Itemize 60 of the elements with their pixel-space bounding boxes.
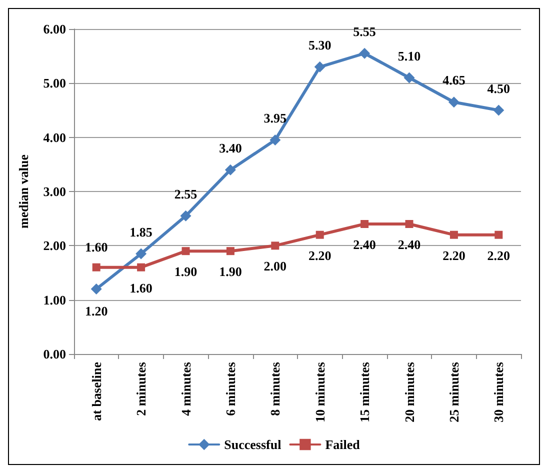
x-tick-label: at baseline (88, 362, 104, 421)
x-tick-label: 30 minutes (491, 362, 506, 422)
data-label: 2.20 (487, 248, 510, 263)
point (493, 104, 504, 116)
point (448, 96, 460, 108)
point (136, 248, 147, 260)
data-label: 4.65 (442, 72, 466, 88)
data-label: 1.60 (130, 280, 152, 296)
data-label: 2.55 (174, 186, 198, 202)
x-tick-label: 6 minutes (222, 362, 238, 416)
point (314, 61, 326, 72)
x-tick-label: 15 minutes (357, 362, 372, 422)
data-label: 1.20 (84, 304, 108, 318)
y-tick-label: 1.00 (43, 292, 66, 308)
point (182, 247, 190, 256)
data-label: 2.20 (308, 248, 332, 263)
point (224, 164, 236, 176)
point (271, 242, 280, 250)
y-axis-title: median value (16, 154, 31, 229)
x-tick-label: 25 minutes (446, 362, 462, 422)
point (405, 220, 414, 228)
point (180, 210, 192, 222)
point (404, 72, 415, 84)
point (137, 263, 146, 272)
data-label: 2.20 (442, 248, 466, 263)
x-tick-label: 20 minutes (402, 362, 417, 422)
point (359, 48, 370, 59)
data-label: 5.10 (398, 48, 421, 64)
y-tick-label: 4.00 (43, 130, 66, 145)
point (450, 230, 458, 239)
data-label: 2.00 (264, 258, 287, 274)
data-label: 2.40 (353, 237, 376, 252)
point (270, 134, 281, 146)
data-label: 3.40 (219, 140, 242, 156)
point (360, 220, 369, 228)
data-label: 5.30 (308, 37, 332, 52)
point (316, 230, 324, 239)
y-tick-label: 2.00 (43, 238, 66, 254)
x-tick-label: 2 minutes (134, 362, 149, 416)
data-label: 3.95 (264, 110, 288, 126)
data-label: 1.90 (219, 264, 242, 280)
point (92, 263, 100, 272)
data-label: 1.60 (84, 239, 108, 254)
y-tick-label: 6.00 (43, 22, 66, 36)
y-tick-label: 5.00 (43, 76, 66, 91)
y-tick-label: 3.00 (43, 184, 66, 199)
data-label: 2.40 (398, 237, 421, 252)
data-label: 1.85 (130, 224, 153, 240)
data-label: 4.50 (487, 80, 510, 96)
data-label: 5.55 (353, 24, 376, 39)
x-tick-label: 8 minutes (268, 362, 283, 416)
x-tick-label: 4 minutes (178, 362, 194, 416)
point (90, 284, 102, 294)
y-tick-label: 0.00 (43, 346, 66, 362)
point (494, 230, 503, 239)
legend-label: Successful (224, 437, 282, 452)
legend-label: Failed (325, 437, 361, 452)
x-tick-label: 10 minutes (312, 362, 328, 422)
data-label: 1.90 (174, 264, 198, 280)
point (226, 247, 234, 256)
